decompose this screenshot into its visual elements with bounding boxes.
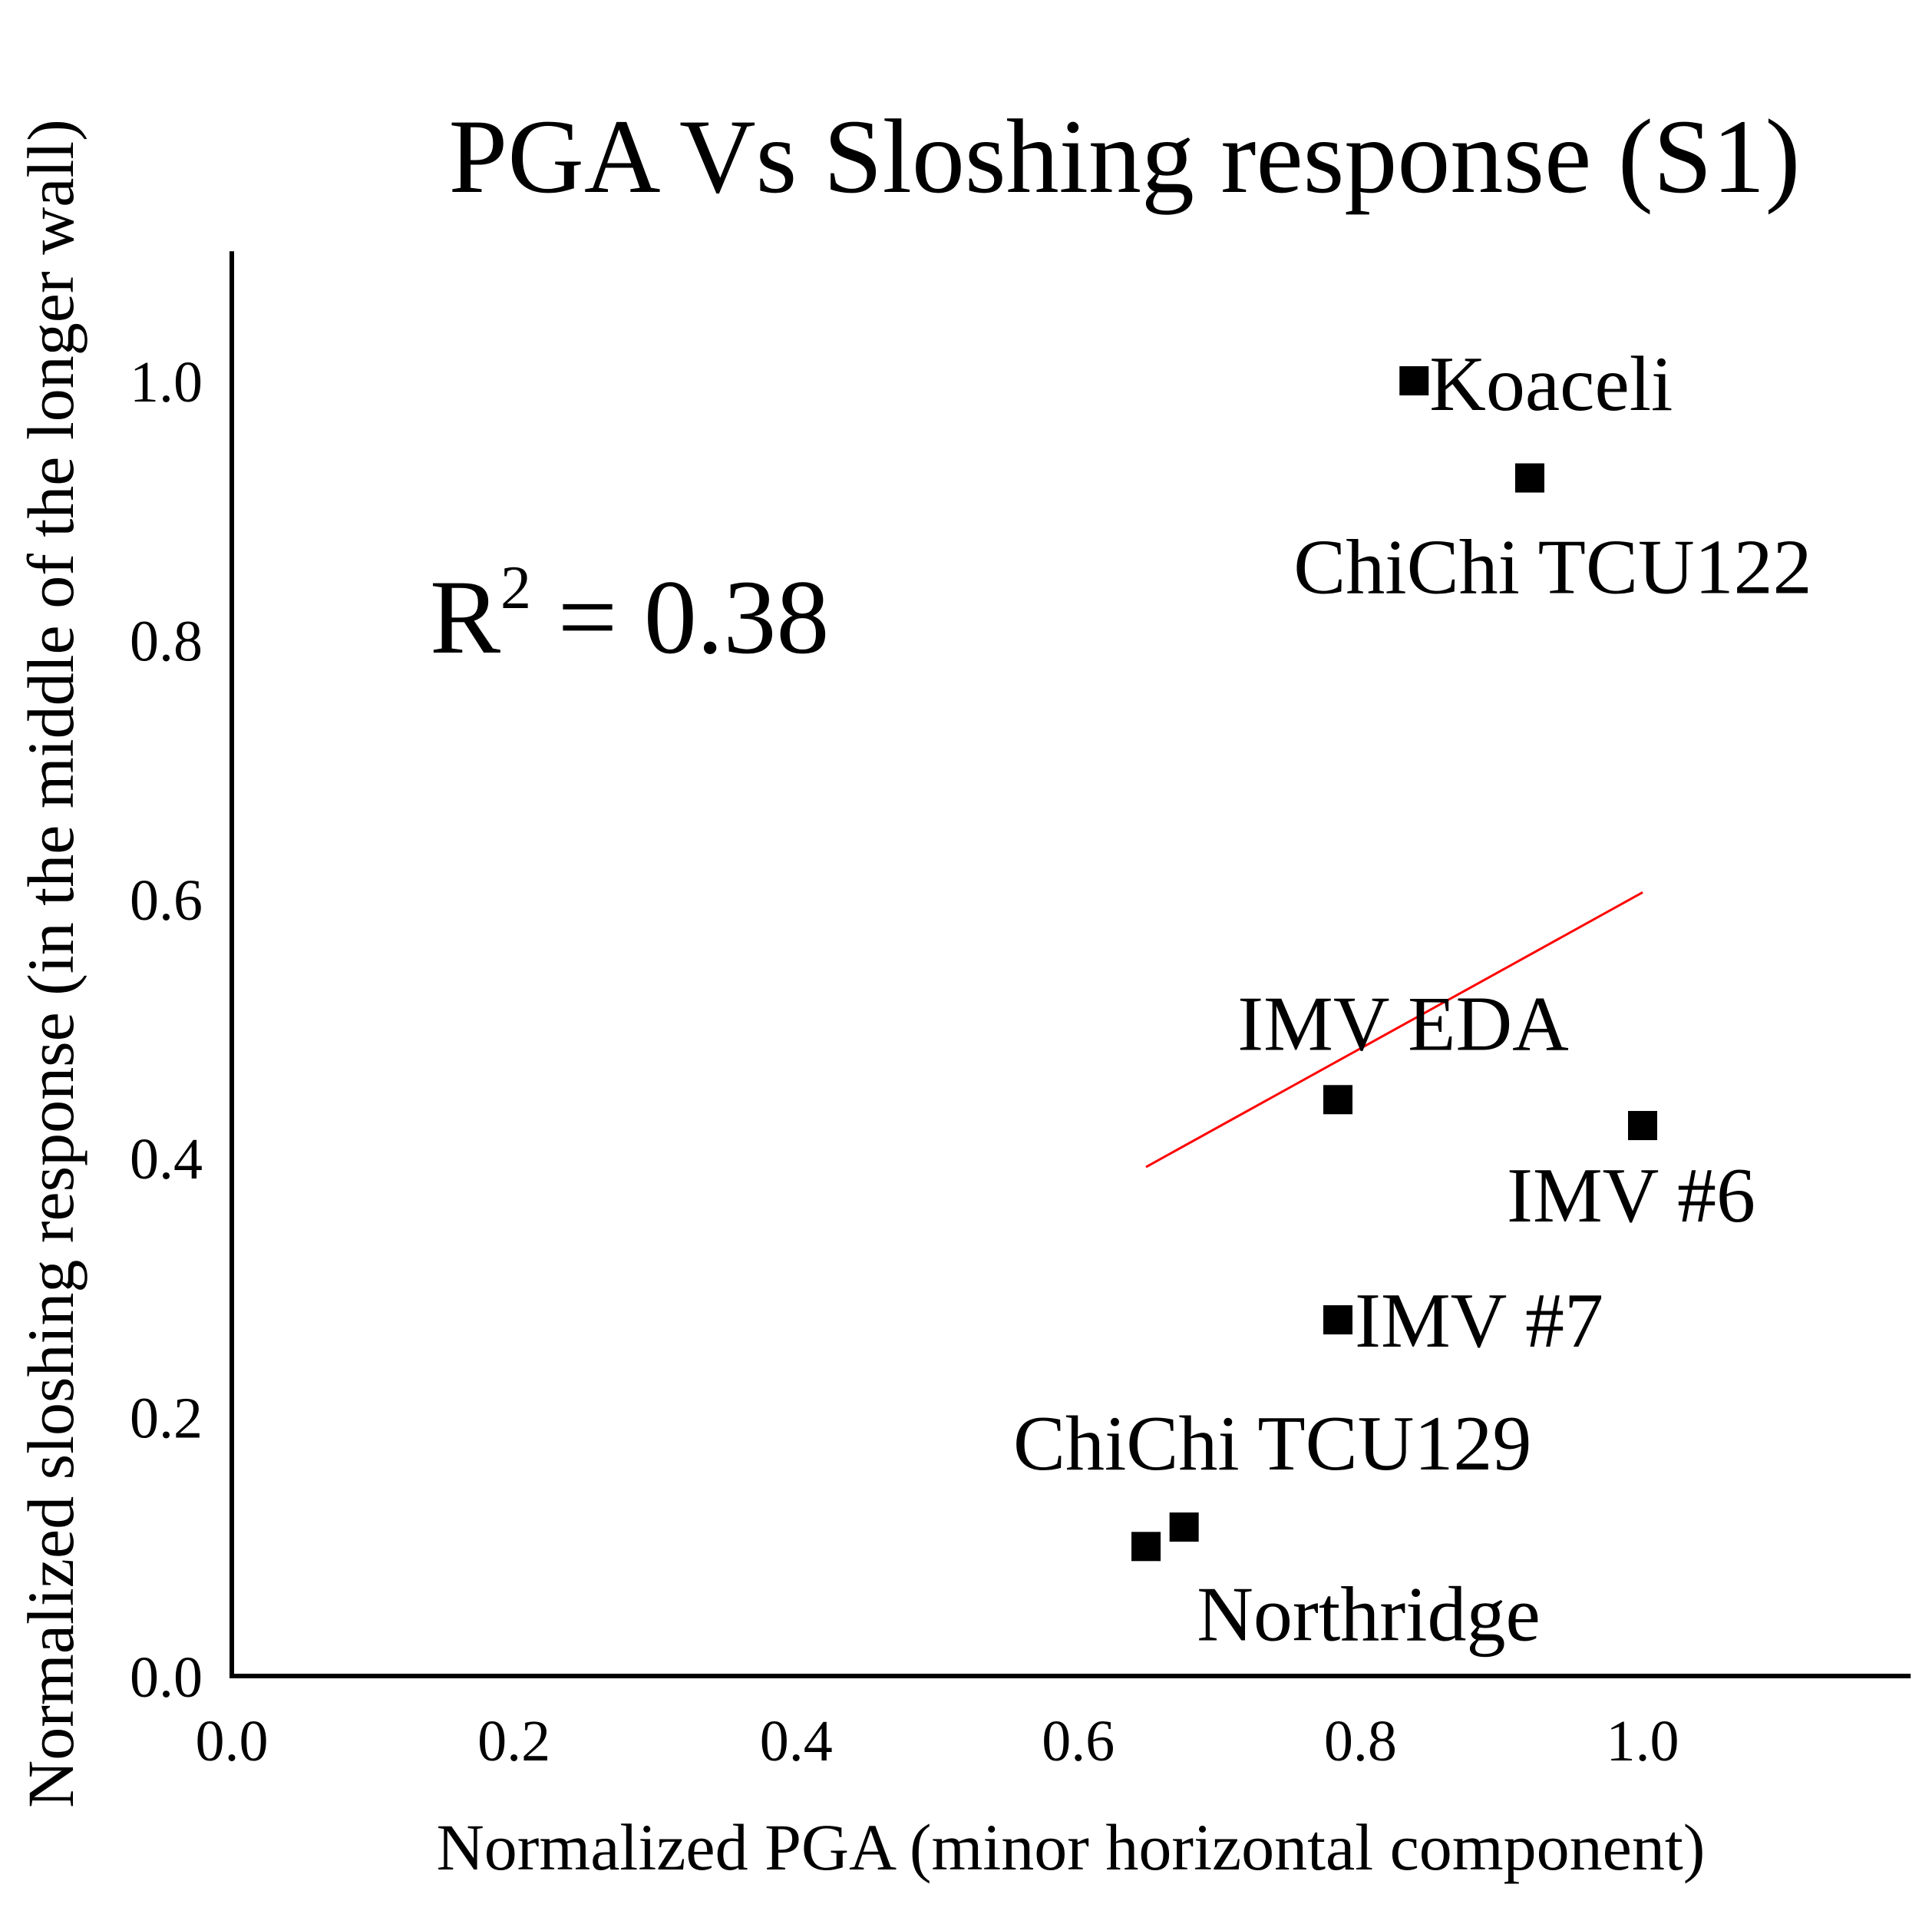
y-axis-label: Normalized sloshing response (in the mid…: [14, 119, 88, 1808]
y-tick-label: 0.4: [130, 1127, 203, 1192]
point-label: IMV #7: [1355, 1278, 1603, 1364]
x-tick-label: 1.0: [1607, 1709, 1679, 1774]
data-point: [1169, 1512, 1199, 1542]
x-tick-label: 0.0: [196, 1709, 269, 1774]
point-labels: Koaceli ChiChi TCU122 IMV EDA IMV #6 IMV #7 C…: [1013, 341, 1812, 1658]
y-tick-label: 1.0: [130, 350, 203, 415]
data-points: [1131, 366, 1657, 1562]
r-squared-base: R: [430, 558, 500, 676]
data-point: [1323, 1305, 1352, 1335]
axes: [230, 251, 1911, 1678]
y-tick-label: 0.8: [130, 609, 203, 673]
x-tick-label: 0.8: [1324, 1709, 1397, 1774]
data-point: [1399, 366, 1429, 395]
point-label: Northridge: [1197, 1571, 1541, 1658]
point-label: ChiChi TCU122: [1293, 524, 1811, 611]
r-squared-superscript: 2: [500, 554, 531, 622]
r-squared-value: = 0.38: [531, 558, 829, 676]
tick-labels: 0.0 0.2 0.4 0.6 0.8 1.0 0.0 0.2 0.4 0.6 0.8 1.0: [130, 350, 1679, 1774]
x-tick-label: 0.6: [1042, 1709, 1115, 1774]
y-tick-label: 0.2: [130, 1387, 203, 1451]
point-label: IMV #6: [1507, 1152, 1755, 1239]
point-label: ChiChi TCU129: [1013, 1400, 1531, 1487]
trendline-group: [1145, 891, 1643, 1169]
y-tick-label: 0.0: [130, 1645, 203, 1710]
trendline: [1145, 891, 1643, 1169]
y-tick-label: 0.6: [130, 868, 203, 933]
x-tick-label: 0.2: [477, 1709, 550, 1774]
chart-title: PGA Vs Sloshing response (S1): [449, 98, 1801, 215]
data-point: [1628, 1111, 1657, 1141]
point-label: Koaceli: [1429, 341, 1673, 428]
x-axis-label: Normalized PGA (minor horizontal compone…: [437, 1810, 1706, 1884]
data-point: [1131, 1532, 1161, 1562]
point-label: IMV EDA: [1237, 980, 1569, 1067]
x-tick-label: 0.4: [760, 1709, 833, 1774]
r-squared-annotation: R2 = 0.38: [430, 554, 829, 676]
data-point: [1323, 1085, 1352, 1115]
data-point: [1514, 463, 1544, 493]
